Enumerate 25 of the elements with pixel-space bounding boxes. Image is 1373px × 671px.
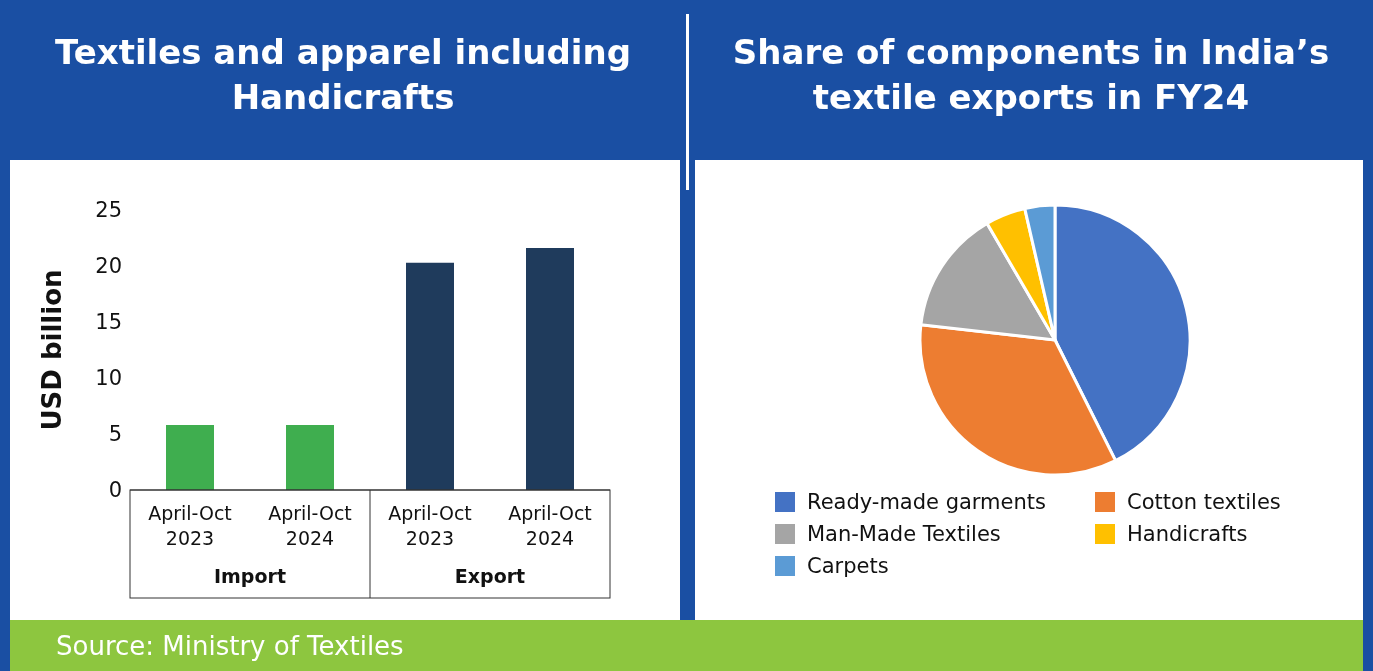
bar [166, 425, 214, 490]
bar [526, 248, 574, 490]
chart-title: Share of components in India’s textile exports in FY24 [731, 31, 1331, 119]
source-note: Source: Ministry of Textiles [56, 630, 404, 661]
y-tick-label: 10 [95, 366, 122, 391]
legend-label: Ready-made garments [806, 490, 1047, 514]
y-tick-label: 0 [108, 478, 122, 503]
legend-label: Handicrafts [1126, 522, 1249, 546]
chart-title: Textiles and apparel including Handicrafts [54, 31, 632, 119]
y-tick-label: 25 [95, 198, 122, 223]
legend-label: Man-Made Textiles [806, 522, 1002, 546]
y-tick-label: 15 [95, 310, 122, 335]
text: Export [454, 565, 526, 587]
y-tick-label: 20 [95, 254, 122, 279]
legend-label: Cotton textiles [1126, 490, 1282, 514]
text: Import [214, 565, 286, 587]
x-tick-label: April-Oct 2024 [268, 502, 352, 549]
legend-label: Carpets [806, 554, 890, 578]
x-tick-label: April-Oct 2024 [508, 502, 592, 549]
x-tick-label: April-Oct 2023 [148, 502, 232, 549]
bar [406, 262, 454, 490]
bar [286, 425, 334, 490]
y-axis-title: USD billion [37, 269, 68, 431]
x-tick-label: April-Oct 2023 [388, 502, 472, 549]
y-tick-label: 5 [108, 422, 122, 447]
